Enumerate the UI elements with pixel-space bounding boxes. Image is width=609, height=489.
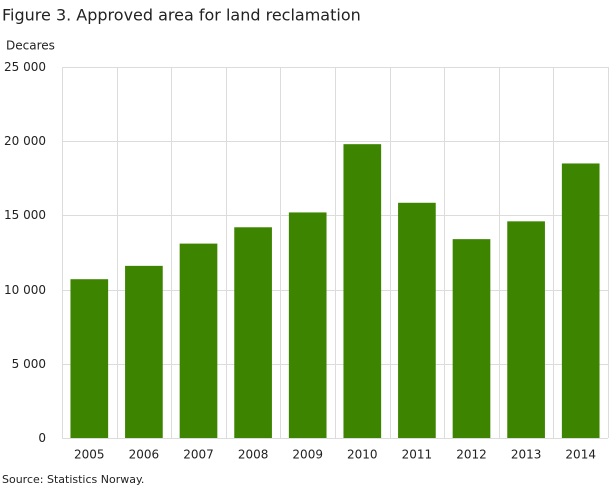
bar xyxy=(70,279,109,438)
y-tick-label: 10 000 xyxy=(4,283,46,297)
x-tick-label: 2009 xyxy=(292,448,323,462)
x-tick-label: 2010 xyxy=(347,448,378,462)
chart-title: Figure 3. Approved area for land reclama… xyxy=(2,6,361,25)
bar xyxy=(234,227,272,438)
x-tick-label: 2014 xyxy=(565,448,596,462)
bar xyxy=(561,163,600,438)
x-tick-label: 2008 xyxy=(238,448,269,462)
x-tick-label: 2013 xyxy=(511,448,542,462)
bar xyxy=(343,144,382,438)
y-tick-label: 0 xyxy=(38,431,46,445)
y-tick-label: 5 000 xyxy=(12,357,46,371)
bar xyxy=(125,265,163,438)
y-tick-label: 20 000 xyxy=(4,134,46,148)
x-tick-label: 2011 xyxy=(402,448,433,462)
bar xyxy=(398,202,436,438)
x-tick-label: 2005 xyxy=(74,448,105,462)
y-tick-label: 25 000 xyxy=(4,60,46,74)
bar xyxy=(452,239,491,438)
source: Source: Statistics Norway. xyxy=(2,473,144,486)
bar xyxy=(179,243,218,438)
x-tick-label: 2006 xyxy=(129,448,160,462)
bar xyxy=(288,212,327,438)
y-tick-label: 15 000 xyxy=(4,208,46,222)
x-tick-label: 2012 xyxy=(456,448,487,462)
x-tick-label: 2007 xyxy=(183,448,214,462)
bar xyxy=(507,221,545,438)
y-axis-label: Decares xyxy=(6,39,55,53)
